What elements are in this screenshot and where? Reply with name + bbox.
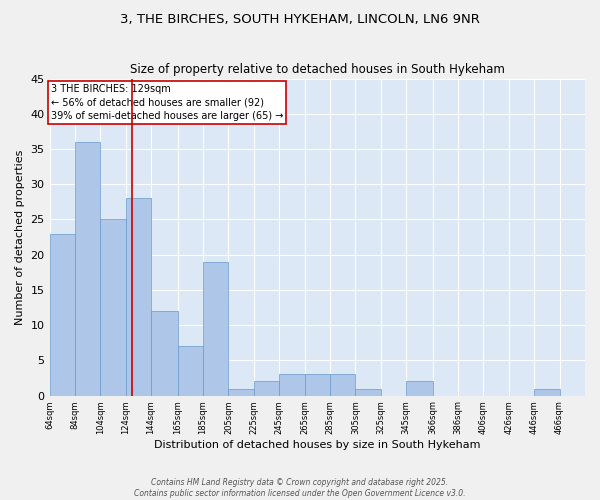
Title: Size of property relative to detached houses in South Hykeham: Size of property relative to detached ho… [130,63,505,76]
Bar [254,382,279,396]
Bar [534,388,560,396]
Bar [50,234,75,396]
Bar [330,374,355,396]
Bar [279,374,305,396]
Bar [151,311,178,396]
Bar [125,198,151,396]
Bar [178,346,203,396]
Y-axis label: Number of detached properties: Number of detached properties [15,150,25,325]
Text: Contains HM Land Registry data © Crown copyright and database right 2025.
Contai: Contains HM Land Registry data © Crown c… [134,478,466,498]
Bar [75,142,100,396]
Bar [100,220,125,396]
Bar [305,374,330,396]
Bar [203,262,229,396]
Text: 3 THE BIRCHES: 129sqm
← 56% of detached houses are smaller (92)
39% of semi-deta: 3 THE BIRCHES: 129sqm ← 56% of detached … [51,84,283,120]
Bar [406,382,433,396]
Bar [355,388,381,396]
X-axis label: Distribution of detached houses by size in South Hykeham: Distribution of detached houses by size … [154,440,481,450]
Text: 3, THE BIRCHES, SOUTH HYKEHAM, LINCOLN, LN6 9NR: 3, THE BIRCHES, SOUTH HYKEHAM, LINCOLN, … [120,12,480,26]
Bar [229,388,254,396]
